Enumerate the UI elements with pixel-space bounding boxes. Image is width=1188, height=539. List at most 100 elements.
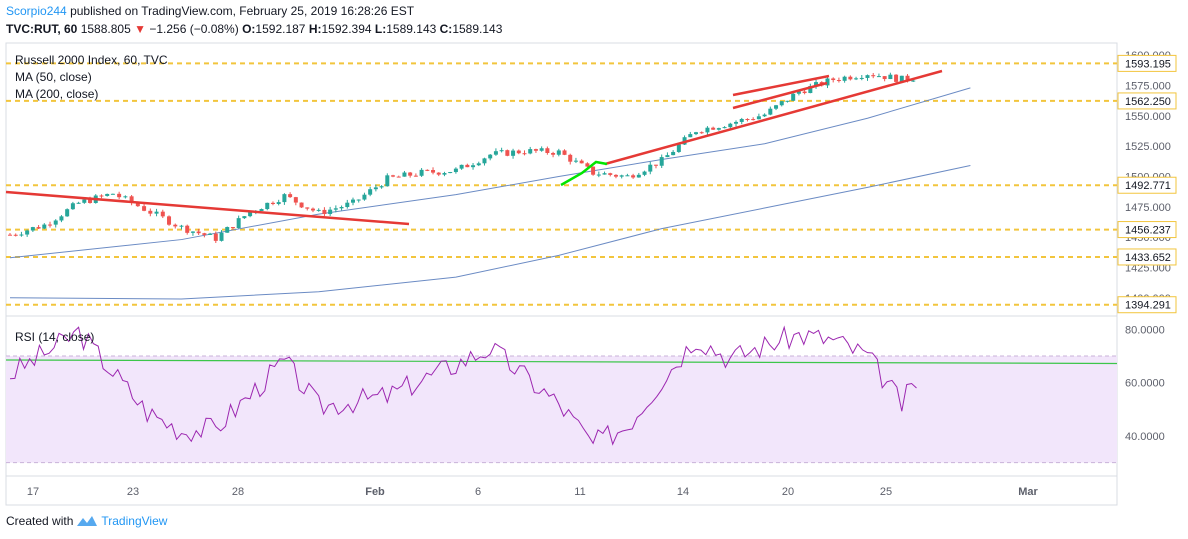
candle-down[interactable] — [562, 150, 567, 155]
candle-down[interactable] — [848, 76, 853, 80]
candle-up[interactable] — [402, 172, 407, 177]
candle-down[interactable] — [711, 127, 716, 130]
candle-up[interactable] — [602, 173, 607, 175]
candle-up[interactable] — [65, 209, 70, 217]
candle-down[interactable] — [230, 227, 235, 229]
candle-up[interactable] — [476, 163, 481, 166]
candle-down[interactable] — [391, 175, 396, 177]
candle-up[interactable] — [316, 209, 321, 211]
candle-down[interactable] — [173, 224, 178, 227]
candle-down[interactable] — [270, 202, 275, 204]
candle-up[interactable] — [648, 164, 653, 172]
candle-down[interactable] — [751, 119, 756, 121]
candle-up[interactable] — [333, 208, 338, 210]
candle-up[interactable] — [876, 76, 881, 78]
candle-up[interactable] — [179, 225, 184, 227]
candle-up[interactable] — [19, 234, 24, 236]
candle-down[interactable] — [551, 152, 556, 155]
candle-up[interactable] — [842, 76, 847, 81]
candle-up[interactable] — [368, 189, 373, 195]
candle-up[interactable] — [76, 202, 81, 204]
candle-up[interactable] — [379, 186, 384, 188]
candle-up[interactable] — [779, 101, 784, 106]
candle-up[interactable] — [225, 227, 230, 233]
candle-up[interactable] — [488, 154, 493, 159]
candle-down[interactable] — [545, 148, 550, 153]
candle-down[interactable] — [167, 216, 172, 225]
candle-down[interactable] — [568, 154, 573, 162]
uptrend-line[interactable] — [604, 69, 943, 166]
candle-up[interactable] — [511, 150, 516, 156]
candle-up[interactable] — [762, 114, 767, 117]
candle-down[interactable] — [322, 209, 327, 215]
candle-down[interactable] — [533, 149, 538, 151]
candle-up[interactable] — [796, 91, 801, 94]
candle-down[interactable] — [745, 118, 750, 120]
candle-up[interactable] — [123, 196, 128, 198]
candle-down[interactable] — [185, 225, 190, 233]
candle-down[interactable] — [653, 164, 658, 166]
candle-up[interactable] — [59, 216, 64, 221]
candle-down[interactable] — [579, 160, 584, 164]
candle-down[interactable] — [202, 233, 207, 235]
candle-up[interactable] — [362, 194, 367, 200]
candle-up[interactable] — [493, 151, 498, 155]
candle-down[interactable] — [148, 210, 153, 214]
candle-down[interactable] — [613, 174, 618, 177]
candle-down[interactable] — [431, 170, 436, 173]
candle-down[interactable] — [831, 78, 836, 81]
candle-up[interactable] — [671, 151, 676, 156]
candle-up[interactable] — [659, 157, 664, 166]
candle-up[interactable] — [385, 175, 390, 187]
candle-up[interactable] — [471, 165, 476, 168]
channel-bottom-line[interactable] — [732, 81, 828, 110]
candle-up[interactable] — [911, 80, 916, 82]
candle-down[interactable] — [129, 196, 134, 203]
candle-up[interactable] — [865, 75, 870, 78]
candle-down[interactable] — [465, 164, 470, 168]
candle-down[interactable] — [299, 202, 304, 208]
candle-up[interactable] — [154, 211, 159, 214]
candle-up[interactable] — [105, 193, 110, 196]
candle-down[interactable] — [836, 80, 841, 82]
candle-up[interactable] — [625, 175, 630, 177]
candle-down[interactable] — [117, 193, 122, 198]
candle-down[interactable] — [505, 150, 510, 156]
candle-down[interactable] — [894, 74, 899, 82]
candle-up[interactable] — [539, 148, 544, 151]
candle-up[interactable] — [665, 155, 670, 158]
candle-up[interactable] — [42, 224, 47, 229]
candle-down[interactable] — [8, 234, 12, 236]
rsi-series-line[interactable] — [9, 325, 917, 446]
candle-up[interactable] — [825, 78, 830, 86]
candle-down[interactable] — [142, 206, 147, 211]
candle-up[interactable] — [556, 150, 561, 155]
candle-up[interactable] — [888, 74, 893, 80]
candle-down[interactable] — [160, 211, 165, 217]
candle-up[interactable] — [705, 127, 710, 133]
green-breakout-segment[interactable] — [560, 160, 608, 187]
candle-up[interactable] — [53, 220, 58, 225]
candle-down[interactable] — [522, 153, 527, 155]
candle-up[interactable] — [756, 116, 761, 120]
candle-down[interactable] — [48, 224, 53, 226]
candle-up[interactable] — [70, 203, 75, 210]
candle-down[interactable] — [36, 227, 41, 229]
candle-up[interactable] — [499, 150, 504, 152]
candle-down[interactable] — [99, 195, 104, 197]
candle-up[interactable] — [25, 230, 30, 235]
candle-up[interactable] — [356, 199, 361, 201]
candle-down[interactable] — [288, 194, 293, 198]
channel-top-line[interactable] — [732, 74, 830, 97]
candle-up[interactable] — [448, 172, 453, 174]
candle-up[interactable] — [276, 202, 281, 204]
candle-down[interactable] — [213, 233, 218, 241]
candle-up[interactable] — [351, 199, 355, 203]
candle-down[interactable] — [396, 176, 401, 178]
candle-up[interactable] — [728, 123, 733, 128]
candle-up[interactable] — [219, 232, 224, 241]
price-chart[interactable]: 1600.0001575.0001550.0001525.0001500.000… — [0, 40, 1188, 506]
candle-up[interactable] — [282, 194, 287, 203]
candle-up[interactable] — [688, 134, 693, 138]
candle-down[interactable] — [516, 150, 521, 154]
